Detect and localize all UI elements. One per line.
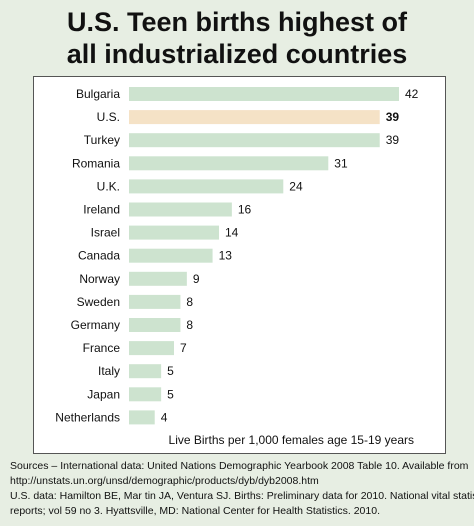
chart-title: U.S. Teen births highest of all industri… [0,6,474,70]
bar [129,133,380,148]
sources-line-1: Sources – International data: United Nat… [10,460,469,472]
sources-note: Sources – International data: United Nat… [10,459,474,519]
category-label: U.K. [97,179,120,193]
sources-line-4: reports; vol 59 no 3. Hyattsville, MD: N… [10,505,380,517]
value-label: 14 [225,226,239,240]
value-label: 9 [193,272,200,286]
bar [129,202,232,217]
x-axis-label: Live Births per 1,000 females age 15-19 … [168,433,414,447]
bar [129,87,399,101]
plot-area: Bulgaria 42 U.S. 39 Turkey 39 Romania 31 U.K. 24 I… [33,76,446,454]
category-label: Romania [72,156,120,170]
value-label: 4 [161,410,168,424]
bar [129,156,329,171]
bar [129,271,187,286]
sources-line-2: http://unstats.un.org/unsd/demographic/p… [10,475,319,487]
category-label: Turkey [84,133,120,147]
bar [129,410,155,425]
value-label: 42 [405,87,419,101]
title-line-1: U.S. Teen births highest of [66,7,408,37]
sources-line-3: U.S. data: Hamilton BE, Mar tin JA, Vent… [10,490,474,502]
value-label: 13 [219,249,233,263]
category-label: Ireland [83,203,120,217]
bar [129,318,181,332]
value-label: 5 [167,387,174,401]
value-label: 31 [334,156,348,170]
bar [129,387,162,402]
category-label: Italy [98,364,120,378]
category-label: Germany [71,318,120,332]
category-label: U.S. [97,110,120,124]
value-label: 39 [386,133,400,147]
category-label: Sweden [77,295,120,309]
value-label: 5 [167,364,174,378]
title-line-2: all industrialized countries [66,39,408,69]
value-label: 8 [186,318,193,332]
value-label: 8 [186,295,193,309]
bar [129,294,181,309]
value-label: 24 [289,179,303,193]
bar [129,225,219,240]
value-label: 39 [386,110,400,124]
bar [129,110,380,125]
bar-chart: Bulgaria 42 U.S. 39 Turkey 39 Romania 31 U.K. 24 I… [55,87,419,425]
category-label: Norway [79,272,120,286]
category-label: Netherlands [55,410,120,424]
value-label: 16 [238,203,252,217]
category-label: France [83,341,121,355]
bar [129,179,284,194]
category-label: Bulgaria [76,87,120,101]
bar [129,341,174,356]
bar [129,364,162,379]
bar [129,248,213,263]
category-label: Israel [91,226,120,240]
category-label: Canada [78,249,120,263]
value-label: 7 [180,341,187,355]
category-label: Japan [87,387,120,401]
